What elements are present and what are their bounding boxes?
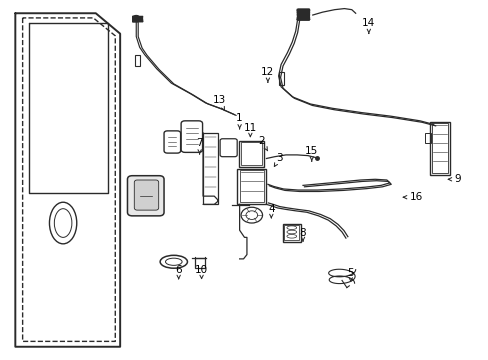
FancyBboxPatch shape <box>127 176 163 216</box>
Text: 11: 11 <box>243 123 257 136</box>
Text: 10: 10 <box>195 265 208 279</box>
Bar <box>282 224 301 242</box>
Text: 12: 12 <box>261 67 274 82</box>
Text: 1: 1 <box>236 113 243 129</box>
Bar <box>203 133 217 204</box>
Text: 3: 3 <box>274 153 283 166</box>
Bar <box>429 122 449 175</box>
Text: 15: 15 <box>305 145 318 161</box>
Text: 13: 13 <box>212 95 225 111</box>
FancyBboxPatch shape <box>134 180 158 210</box>
Bar <box>240 142 261 165</box>
Text: 6: 6 <box>175 265 182 279</box>
Text: 8: 8 <box>299 228 305 241</box>
Text: 16: 16 <box>403 192 422 202</box>
Text: 2: 2 <box>258 136 267 151</box>
Text: 4: 4 <box>267 204 274 218</box>
Bar <box>431 123 447 173</box>
Text: 7: 7 <box>196 139 203 154</box>
Bar <box>278 72 283 85</box>
Text: 9: 9 <box>447 174 461 184</box>
Bar <box>239 170 264 202</box>
Text: 14: 14 <box>362 18 375 33</box>
Bar <box>284 225 299 240</box>
Text: 5: 5 <box>347 267 353 281</box>
Bar <box>237 168 266 204</box>
Bar <box>135 55 140 66</box>
Bar <box>194 258 204 267</box>
Bar <box>238 140 264 167</box>
Bar <box>424 133 430 143</box>
